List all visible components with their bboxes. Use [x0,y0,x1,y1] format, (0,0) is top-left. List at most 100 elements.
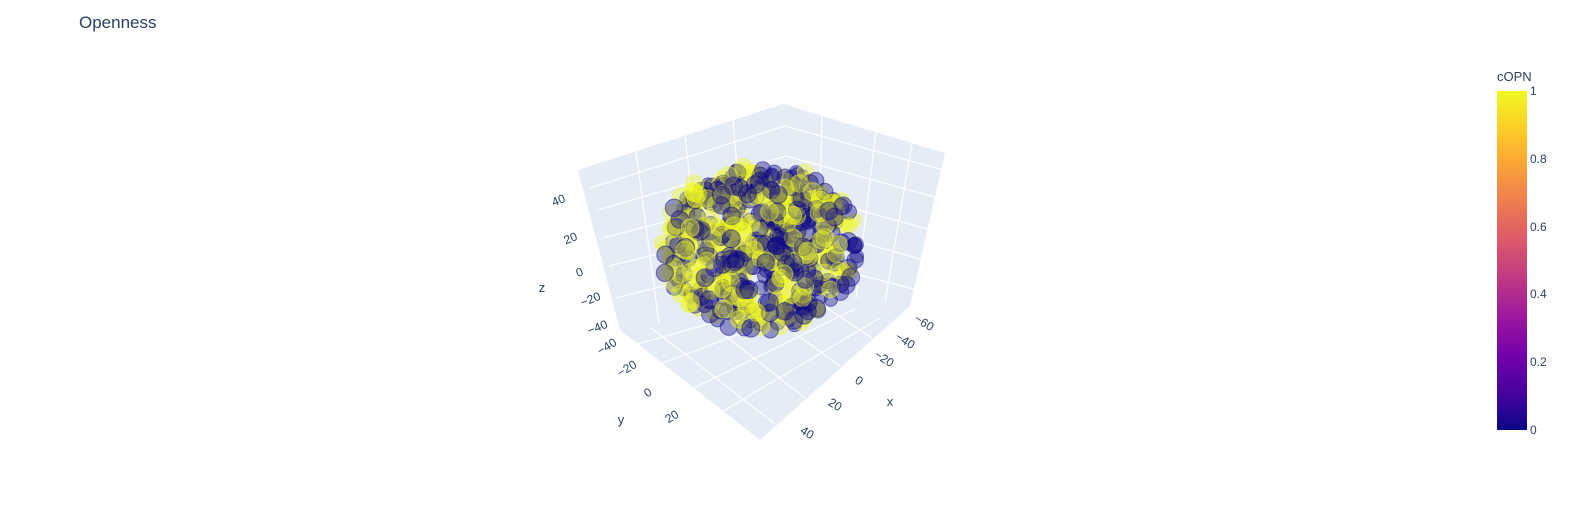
scatter-point[interactable] [783,205,803,225]
colorbar-tick: 1 [1530,84,1537,98]
scatter-point[interactable] [775,295,793,313]
scatter-point[interactable] [812,230,832,250]
z-tick-label: −20 [578,289,602,310]
x-tick-label: 0 [853,373,866,389]
y-axis-label: y [618,412,625,427]
chart-title: Openness [79,13,157,32]
scatter-point[interactable] [761,168,781,188]
x-tick-label: −20 [872,347,897,370]
scatter-point[interactable] [784,311,804,330]
scatter-point[interactable] [768,185,788,205]
scatter-point[interactable] [656,245,675,264]
scatter-point[interactable] [684,292,700,309]
scatter-point[interactable] [684,174,704,194]
scatter-point[interactable] [721,229,741,249]
scatter-point[interactable] [768,195,788,214]
scatter-point[interactable] [796,270,815,289]
scatter-point[interactable] [713,255,732,274]
scatter-point[interactable] [664,198,684,218]
scatter-point[interactable] [712,279,731,299]
scatter-point[interactable] [746,302,766,322]
z-tick-label: 0 [574,264,586,280]
colorbar-tick: 0.4 [1530,287,1547,301]
scatter-point[interactable] [841,267,861,287]
z-tick-label: 40 [550,191,568,209]
colorbar[interactable] [1497,91,1527,430]
scatter-point[interactable] [815,263,834,281]
scatter-point[interactable] [692,221,711,241]
floor-plane [620,286,910,440]
scatter-point[interactable] [703,229,723,248]
scatter-point[interactable] [727,250,746,269]
scatter-point[interactable] [738,184,757,204]
x-tick-label: 40 [798,423,817,442]
scatter-point[interactable] [700,267,717,284]
scatter-point[interactable] [760,303,780,323]
scatter-point[interactable] [735,280,755,300]
scatter-point[interactable] [732,222,752,242]
scatter-point[interactable] [714,299,734,319]
scatter-point[interactable] [699,290,719,310]
scatter-point[interactable] [741,318,761,338]
y-tick-label: 0 [641,385,654,401]
x-tick-label: −40 [893,329,918,352]
scatter-point[interactable] [682,272,700,290]
x-tick-label: −60 [912,311,937,334]
scatter-point[interactable] [766,274,785,293]
scatter-point[interactable] [756,253,775,272]
scatter-point[interactable] [680,218,700,238]
scatter-point[interactable] [815,228,834,247]
scatter-point[interactable] [697,241,715,259]
scatter-point[interactable] [840,258,858,276]
scatter-point[interactable] [769,227,788,246]
scatter-point[interactable] [751,249,770,268]
y-tick-label: −40 [595,335,620,358]
scatter-point[interactable] [734,158,753,177]
scatter-point[interactable] [681,293,700,313]
scatter-point[interactable] [745,240,764,259]
scatter-point[interactable] [684,183,704,203]
scatter-point[interactable] [760,293,779,312]
scatter-point[interactable] [832,233,851,252]
scatter-point[interactable] [833,196,853,216]
z-tick-label: 20 [562,229,580,247]
scatter-point[interactable] [719,318,738,336]
scatter-point[interactable] [774,264,794,284]
scatter-points[interactable] [654,158,865,339]
scatter-point[interactable] [655,263,675,282]
scatter-point[interactable] [803,182,823,202]
scatter-point[interactable] [782,284,801,304]
y-tick-label: 20 [663,407,682,426]
scatter-point[interactable] [794,305,814,325]
scatter-point[interactable] [783,253,803,273]
scatter-point[interactable] [805,269,824,288]
scatter-point[interactable] [684,182,703,201]
scatter-point[interactable] [701,207,720,226]
scatter-point[interactable] [760,202,779,222]
colorbar-tick: 0.8 [1530,152,1547,166]
scatter-point[interactable] [671,265,689,284]
scatter-point[interactable] [719,166,738,186]
scatter-point[interactable] [821,280,840,299]
scatter-point[interactable] [701,305,719,324]
colorbar-tick: 0 [1530,423,1537,437]
scatter-point[interactable] [829,261,848,280]
scatter-point[interactable] [776,178,795,197]
scatter-point[interactable] [798,241,818,261]
z-tick-label: −40 [585,317,609,338]
scatter-point[interactable] [776,279,795,298]
scatter-point[interactable] [820,252,838,270]
scatter-point[interactable] [695,268,715,288]
scatter-point[interactable] [671,284,690,304]
scatter-point[interactable] [841,217,858,234]
scatter-point[interactable] [792,189,812,208]
scatter-point[interactable] [675,240,695,260]
colorbar-tick: 0.6 [1530,220,1547,234]
z-axis-label: z [539,280,546,295]
scatter-point[interactable] [697,251,716,270]
colorbar-tick: 0.2 [1530,355,1547,369]
colorbar-title: cOPN [1497,69,1532,84]
scatter-point[interactable] [846,251,864,269]
scatter-point[interactable] [819,201,839,221]
